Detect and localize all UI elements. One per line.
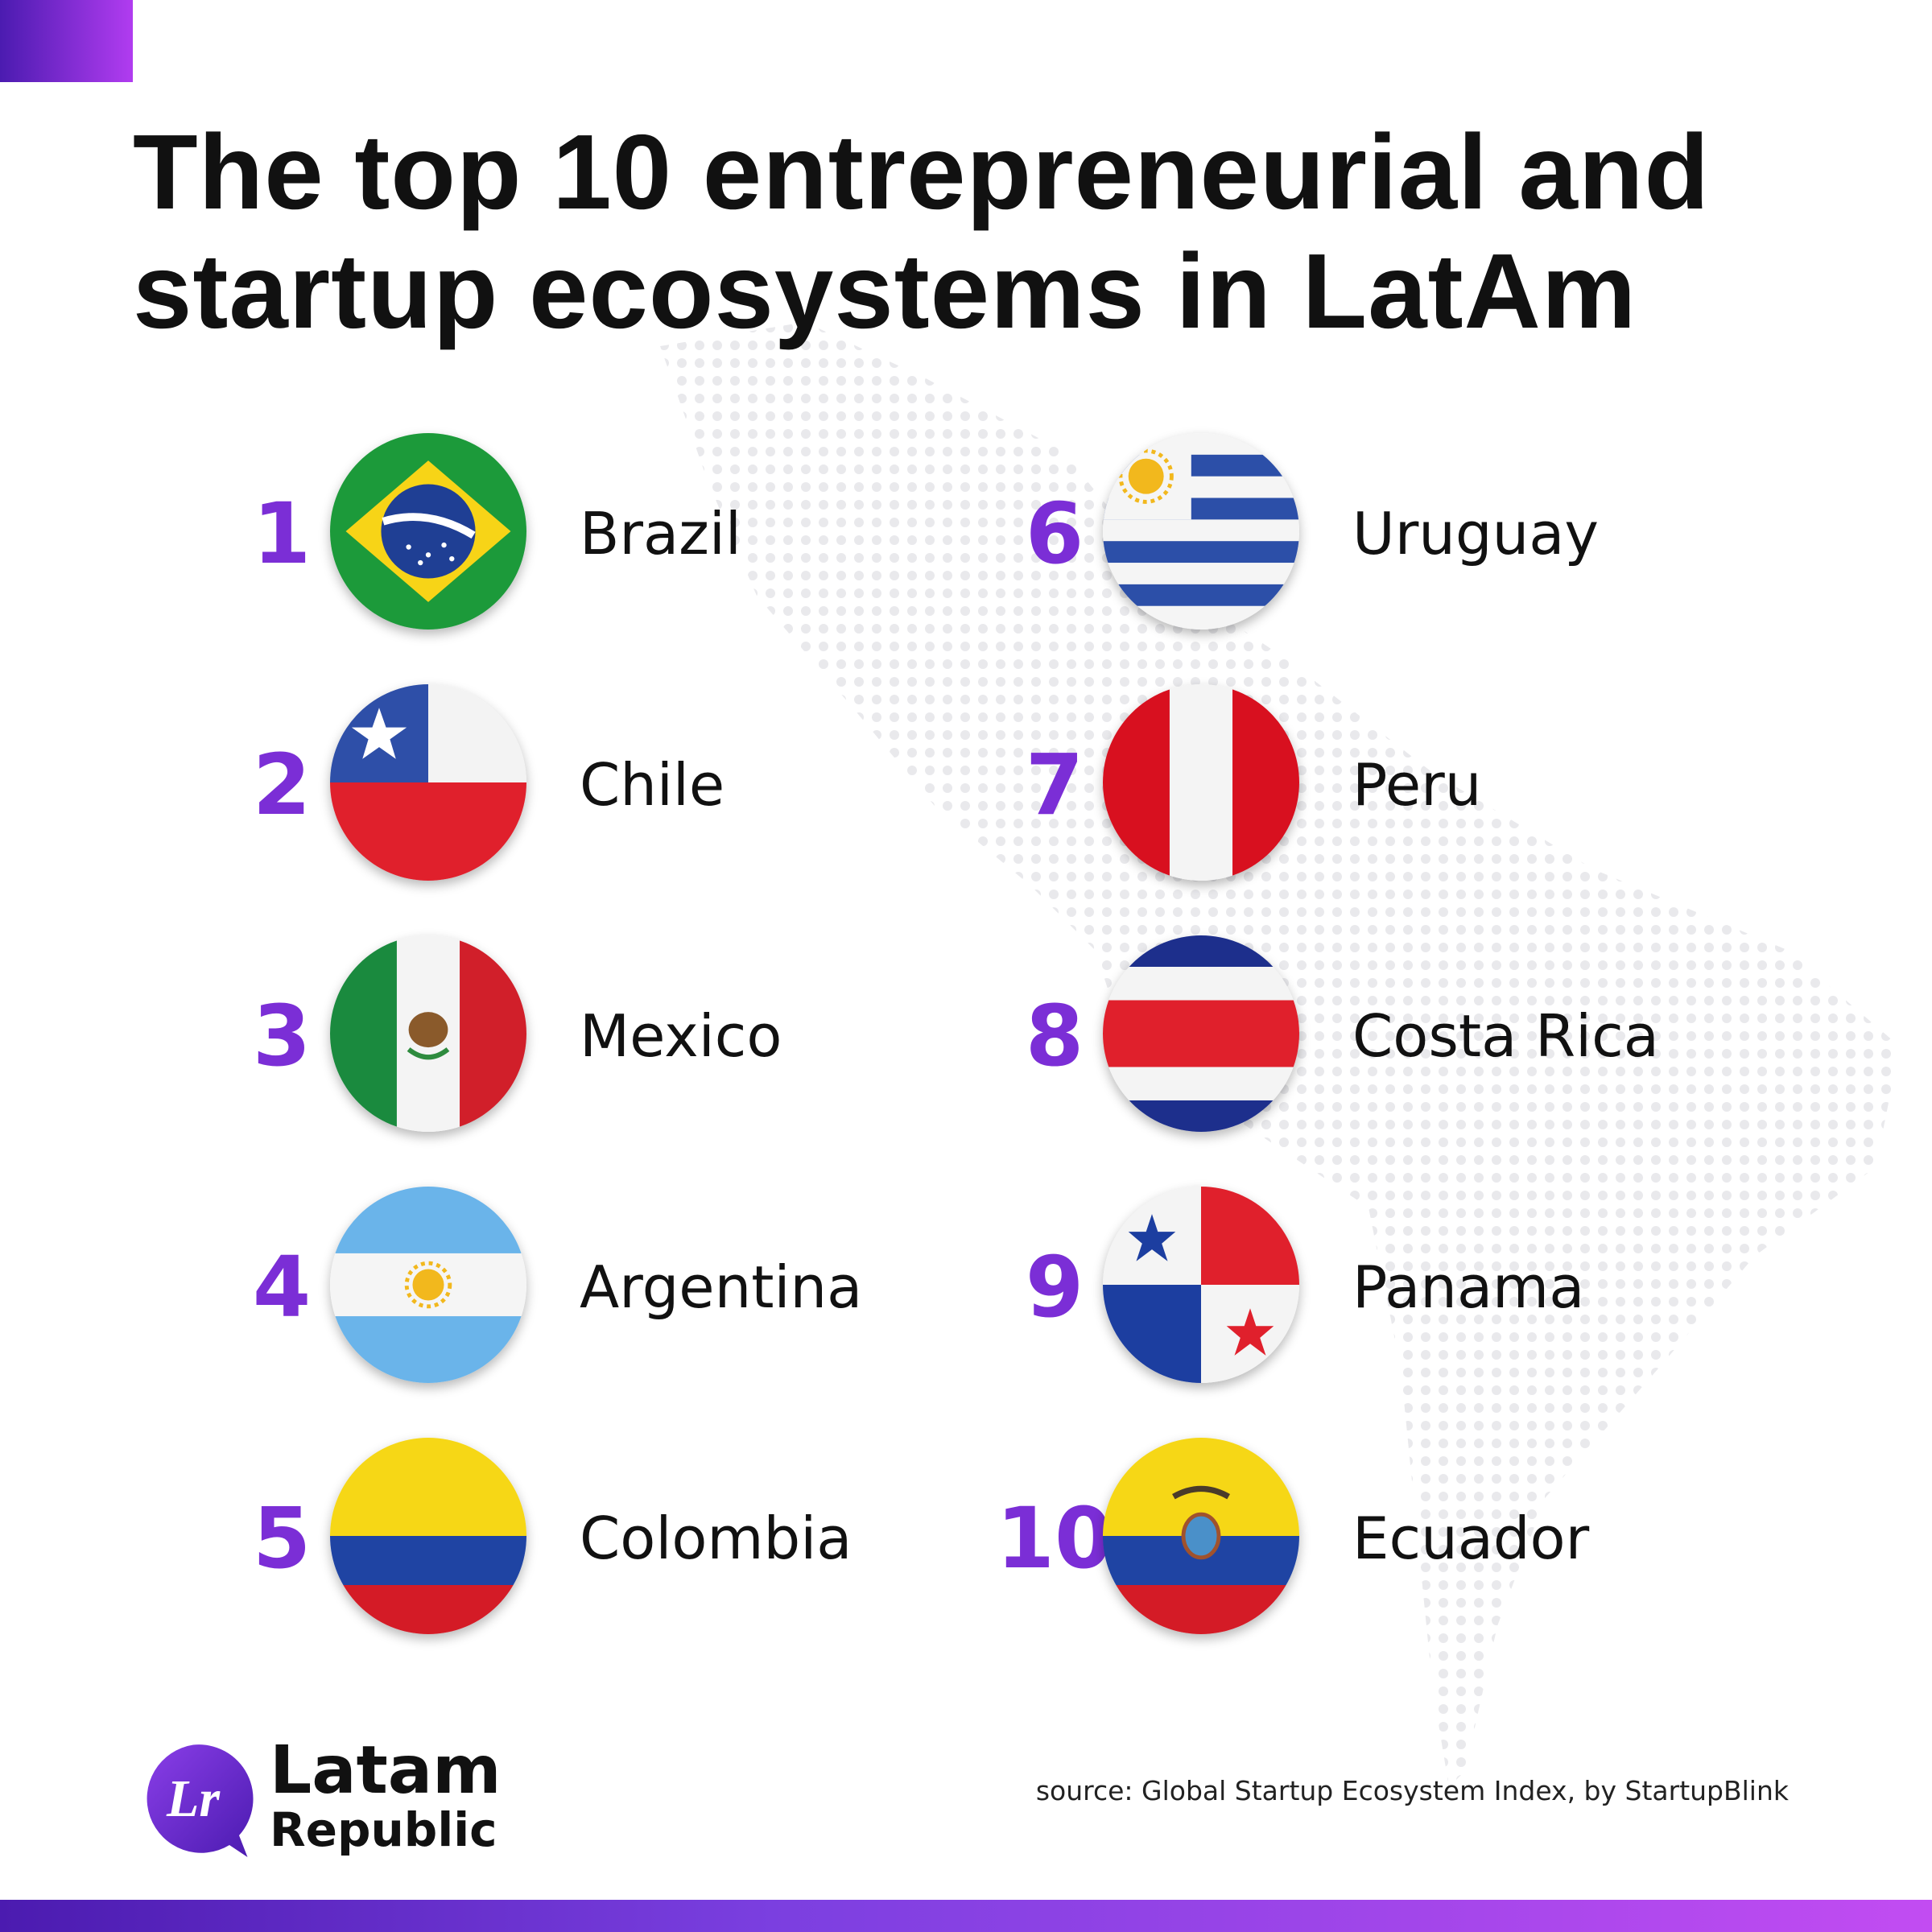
panama-flag-icon bbox=[1103, 1187, 1299, 1383]
source-citation: source: Global Startup Ecosystem Index, … bbox=[1035, 1775, 1789, 1806]
country-name: Uruguay bbox=[1352, 500, 1599, 568]
costa-rica-flag-icon bbox=[1103, 935, 1299, 1132]
country-name: Chile bbox=[580, 751, 725, 819]
country-name: Costa Rica bbox=[1352, 1002, 1659, 1070]
country-name: Mexico bbox=[580, 1002, 782, 1070]
rank-number: 2 bbox=[252, 736, 312, 834]
brand-name-line-1: Latam bbox=[270, 1732, 502, 1809]
argentina-flag-icon bbox=[330, 1187, 526, 1383]
ecuador-flag-icon bbox=[1103, 1438, 1299, 1634]
title-line-1: The top 10 entrepreneurial and bbox=[133, 113, 1711, 231]
rank-number: 5 bbox=[252, 1489, 312, 1587]
corner-accent bbox=[0, 0, 133, 82]
rank-number: 8 bbox=[1025, 987, 1084, 1085]
rank-number: 10 bbox=[996, 1489, 1113, 1587]
bottom-accent-bar bbox=[0, 1900, 1932, 1932]
rank-number: 3 bbox=[252, 987, 312, 1085]
ranking-row-6: 6 Uruguay bbox=[990, 433, 1795, 634]
page-title: The top 10 entrepreneurial and startup e… bbox=[133, 113, 1823, 351]
ranking-row-10: 10 Ecuador bbox=[990, 1438, 1795, 1639]
speech-bubble-logo-icon: Lr bbox=[147, 1744, 254, 1857]
ranking-row-4: 4 Argentina bbox=[217, 1187, 1022, 1388]
ranking-row-2: 2 Chile bbox=[217, 684, 1022, 886]
ranking-row-9: 9 Panama bbox=[990, 1187, 1795, 1388]
country-name: Argentina bbox=[580, 1253, 863, 1321]
ranking-row-1: 1 Brazil bbox=[217, 433, 1022, 634]
country-name: Panama bbox=[1352, 1253, 1585, 1321]
logo-mark-text: Lr bbox=[166, 1769, 221, 1828]
country-name: Colombia bbox=[580, 1505, 852, 1572]
rank-number: 7 bbox=[1025, 736, 1084, 834]
peru-flag-icon bbox=[1103, 684, 1299, 881]
title-line-2: startup ecosystems in LatAm bbox=[133, 232, 1637, 350]
brand-logo: Lr Latam Republic bbox=[133, 1735, 551, 1864]
country-name: Brazil bbox=[580, 500, 741, 568]
brand-name-line-2: Republic bbox=[270, 1802, 497, 1857]
rank-number: 4 bbox=[252, 1238, 312, 1336]
rank-number: 1 bbox=[252, 485, 312, 583]
mexico-flag-icon bbox=[330, 935, 526, 1132]
ranking-row-8: 8 Costa Rica bbox=[990, 935, 1795, 1137]
colombia-flag-icon bbox=[330, 1438, 526, 1634]
brazil-flag-icon bbox=[330, 433, 526, 630]
uruguay-flag-icon bbox=[1103, 433, 1299, 630]
country-name: Peru bbox=[1352, 751, 1482, 819]
country-name: Ecuador bbox=[1352, 1505, 1590, 1572]
rank-number: 6 bbox=[1025, 485, 1084, 583]
chile-flag-icon bbox=[330, 684, 526, 881]
ranking-row-7: 7 Peru bbox=[990, 684, 1795, 886]
rank-number: 9 bbox=[1025, 1238, 1084, 1336]
ranking-row-3: 3 Mexico bbox=[217, 935, 1022, 1137]
ranking-row-5: 5 Colombia bbox=[217, 1438, 1022, 1639]
